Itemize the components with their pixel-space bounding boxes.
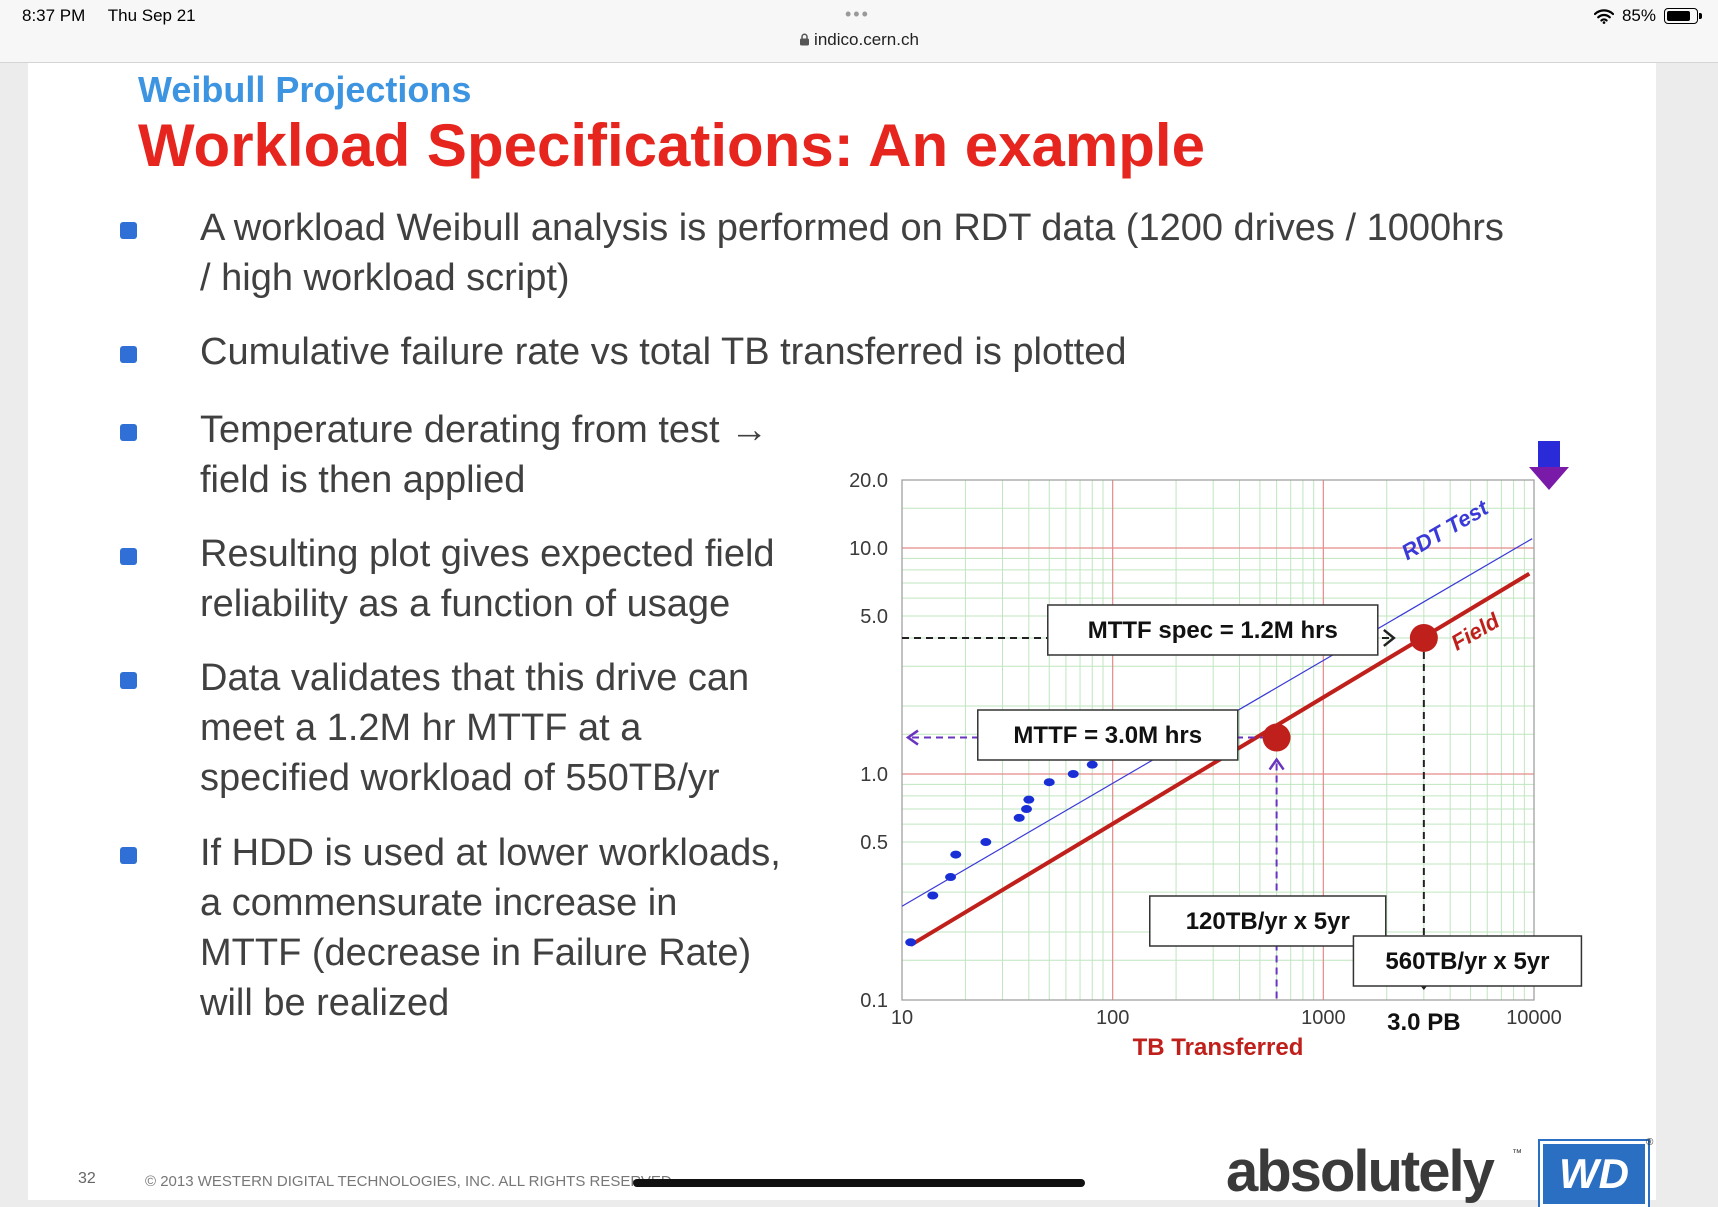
workload-120-box	[1149, 895, 1387, 947]
rdt-data-point	[927, 891, 939, 900]
x-tick-label: 10000	[1506, 1007, 1562, 1029]
mttf-spec-label: MTTF spec = 1.2M hrs	[1088, 617, 1338, 644]
battery-icon	[1664, 8, 1702, 24]
bullet-marker	[120, 346, 137, 363]
rdt-data-point	[1023, 795, 1035, 804]
ios-status-bar: 8:37 PM Thu Sep 21 ••• indico.cern.ch 85…	[0, 0, 1718, 63]
status-date: Thu Sep 21	[107, 6, 196, 25]
weibull-chart: 0.1 0.5 1.0 5.0 10.0 20.0 10 100 1000 10000 TB Tra…	[850, 441, 1583, 1061]
bullet-text: A workload Weibull analysis is performed…	[200, 207, 1504, 299]
logo-registered: ®	[1646, 1137, 1654, 1148]
x-tick-label: 1000	[1301, 1007, 1346, 1029]
mttf-box	[977, 709, 1239, 761]
arrowhead-icon	[905, 729, 919, 746]
bullet-text: Resulting plot gives expected field reli…	[200, 533, 775, 625]
multitasking-dots[interactable]: •••	[845, 4, 870, 24]
mttf-label: MTTF = 3.0M hrs	[1013, 722, 1202, 749]
bullet-marker	[120, 548, 137, 565]
bullet-text: Cumulative failure rate vs total TB tran…	[200, 331, 1127, 373]
presentation-slide: Weibull Projections Workload Specificati…	[28, 63, 1656, 1207]
field-label: Field	[1447, 608, 1504, 656]
workload-560-label: 560TB/yr x 5yr	[1385, 948, 1549, 975]
address-bar[interactable]: indico.cern.ch	[0, 30, 1718, 50]
rdt-data-point	[1013, 813, 1025, 822]
bullet-marker	[120, 222, 137, 239]
lock-icon	[800, 33, 810, 46]
bullet-marker	[120, 424, 137, 441]
bullet-text: If HDD is used at lower workloads, a com…	[200, 832, 781, 1024]
rdt-data-point	[1021, 805, 1033, 814]
rdt-data-point	[945, 873, 957, 882]
arrowhead-icon	[1383, 628, 1396, 647]
logo-trademark: ™	[1512, 1148, 1522, 1159]
status-time: 8:37 PM	[22, 6, 86, 25]
y-tick-label: 20.0	[850, 470, 888, 492]
url-text: indico.cern.ch	[814, 30, 919, 49]
workload-120-label: 120TB/yr x 5yr	[1186, 908, 1350, 935]
bullet-marker	[120, 672, 137, 689]
mttf-spec-box	[1047, 604, 1379, 656]
home-indicator[interactable]	[633, 1179, 1085, 1187]
arrowhead-icon	[1268, 757, 1285, 771]
rdt-data-point	[905, 938, 917, 947]
bullet-text: Data validates that this drive can meet …	[200, 657, 750, 799]
slide-kicker: Weibull Projections	[138, 69, 472, 110]
logo-wordmark: absolutely	[1226, 1139, 1495, 1204]
bullet-marker	[120, 847, 137, 864]
battery-percent: 85%	[1621, 6, 1656, 25]
rdt-data-point	[980, 838, 992, 847]
intersection-marker	[1409, 623, 1438, 652]
plot-frame	[901, 479, 1535, 1001]
x-axis-title: TB Transferred	[1133, 1034, 1304, 1061]
rdt-data-point	[1043, 778, 1055, 787]
y-tick-label: 0.1	[860, 990, 888, 1012]
down-arrow-icon	[1529, 467, 1569, 490]
rdt-data-point	[1086, 760, 1098, 769]
wd-logo: WD	[1540, 1141, 1648, 1207]
slide-title: Workload Specifications: An example	[138, 112, 1205, 179]
status-time-date: 8:37 PM Thu Sep 21	[22, 6, 214, 26]
y-tick-label: 1.0	[860, 764, 888, 786]
rdt-test-label: RDT Test	[1397, 494, 1494, 565]
x-tick-label: 10	[891, 1007, 913, 1029]
copyright-text: © 2013 WESTERN DIGITAL TECHNOLOGIES, INC…	[145, 1173, 672, 1190]
pb-axis-label: 3.0 PB	[1387, 1009, 1460, 1036]
y-tick-label: 10.0	[850, 538, 888, 560]
bullet-text: Temperature derating from test → field i…	[200, 409, 769, 501]
workload-560-box	[1352, 935, 1583, 987]
wifi-icon	[1593, 8, 1614, 24]
down-arrow-icon-shaft	[1538, 441, 1560, 467]
intersection-marker	[1262, 723, 1291, 752]
y-tick-label: 5.0	[860, 606, 888, 628]
y-tick-label: 0.5	[860, 832, 888, 854]
page-number: 32	[78, 1170, 96, 1187]
rdt-data-point	[950, 850, 962, 859]
rdt-data-point	[1067, 770, 1079, 779]
x-tick-label: 100	[1096, 1007, 1129, 1029]
